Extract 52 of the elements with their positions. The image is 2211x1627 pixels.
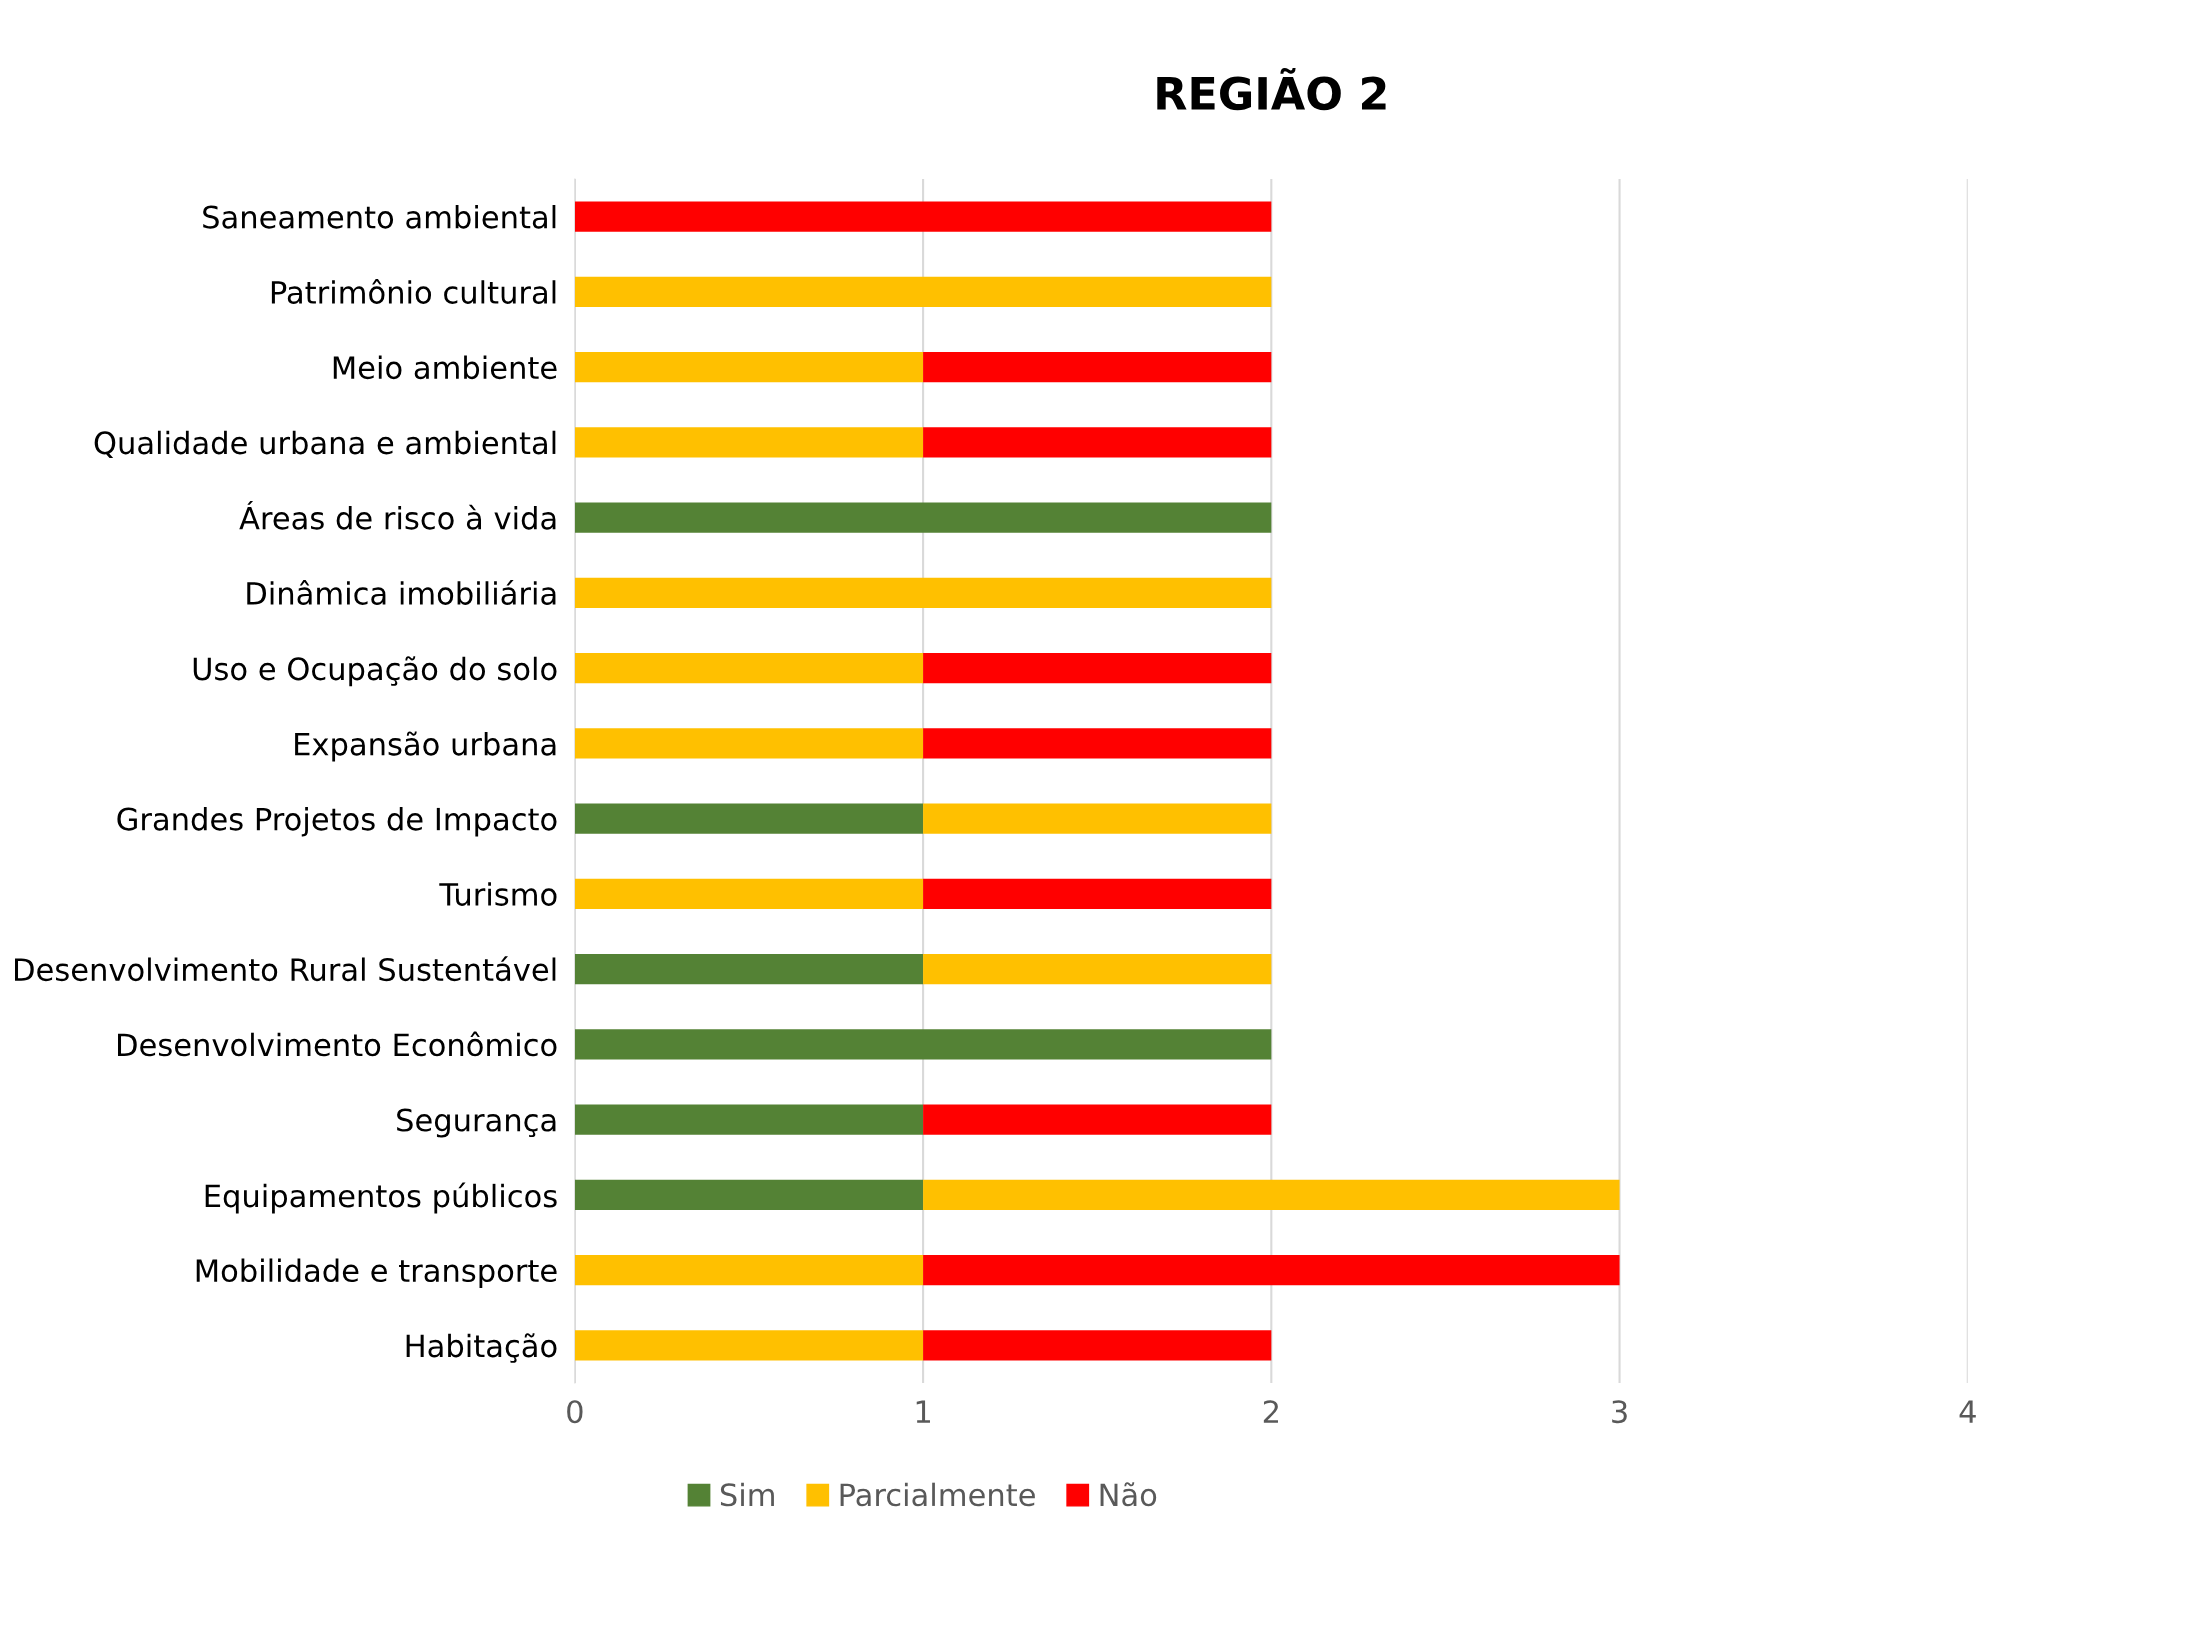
legend-label: Parcialmente <box>840 1482 1035 1507</box>
y-tick-label: Desenvolvimento Econômico <box>118 1031 557 1057</box>
bar <box>923 653 1272 684</box>
bar <box>574 1104 924 1135</box>
bar <box>574 728 924 759</box>
y-tick-label: Segurança <box>397 1108 556 1138</box>
y-tick-label: Dinâmica imobiliária <box>247 580 556 605</box>
y-tick-label: Saneamento ambiental <box>203 204 556 229</box>
bar <box>574 276 1272 307</box>
y-tick-label: Áreas de risco à vida <box>239 500 556 530</box>
x-tick-label: 0 <box>567 1400 583 1424</box>
y-tick-label: Uso e Ocupação do solo <box>193 656 557 687</box>
legend-label: Não <box>1100 1482 1157 1507</box>
y-tick-label: Qualidade urbana e ambiental <box>94 430 556 458</box>
bar <box>923 1330 1272 1361</box>
legend-label: Sim <box>720 1482 774 1507</box>
bar <box>574 878 924 909</box>
bar <box>923 352 1272 383</box>
y-tick-label: Grandes Projetos de Impacto <box>117 806 557 837</box>
bar <box>574 1330 924 1361</box>
bar <box>574 1029 1272 1060</box>
bar <box>574 502 1272 533</box>
bar <box>923 1179 1620 1210</box>
y-tick-label: Turismo <box>439 882 557 906</box>
bar <box>574 1179 924 1210</box>
bar <box>923 1255 1620 1286</box>
bar <box>574 653 924 684</box>
bar <box>923 954 1272 985</box>
bar <box>574 352 924 383</box>
x-tick-label: 3 <box>1612 1400 1627 1424</box>
y-tick-label: Mobilidade e transporte <box>196 1258 557 1289</box>
y-tick-label: Patrimônio cultural <box>271 279 556 304</box>
y-tick-label: Meio ambiente <box>333 355 557 380</box>
x-tick-label: 1 <box>916 1400 930 1423</box>
bar <box>574 954 924 985</box>
bar <box>923 728 1272 759</box>
bar <box>923 878 1272 909</box>
bar <box>923 803 1272 834</box>
bar <box>574 427 924 458</box>
bar <box>923 427 1272 458</box>
bar <box>574 803 924 834</box>
chart-title: REGIÃO 2 <box>1157 67 1386 111</box>
bar <box>574 1255 924 1286</box>
y-tick-label: Equipamentos públicos <box>205 1182 557 1214</box>
bar <box>574 201 1272 232</box>
bar <box>923 1104 1272 1135</box>
y-tick-label: Desenvolvimento Rural Sustentável <box>15 956 556 982</box>
x-tick-label: 2 <box>1263 1400 1278 1423</box>
y-tick-label: Expansão urbana <box>295 731 556 762</box>
bar <box>574 577 1272 608</box>
y-tick-label: Habitação <box>406 1333 557 1363</box>
x-tick-label: 4 <box>1959 1400 1976 1423</box>
